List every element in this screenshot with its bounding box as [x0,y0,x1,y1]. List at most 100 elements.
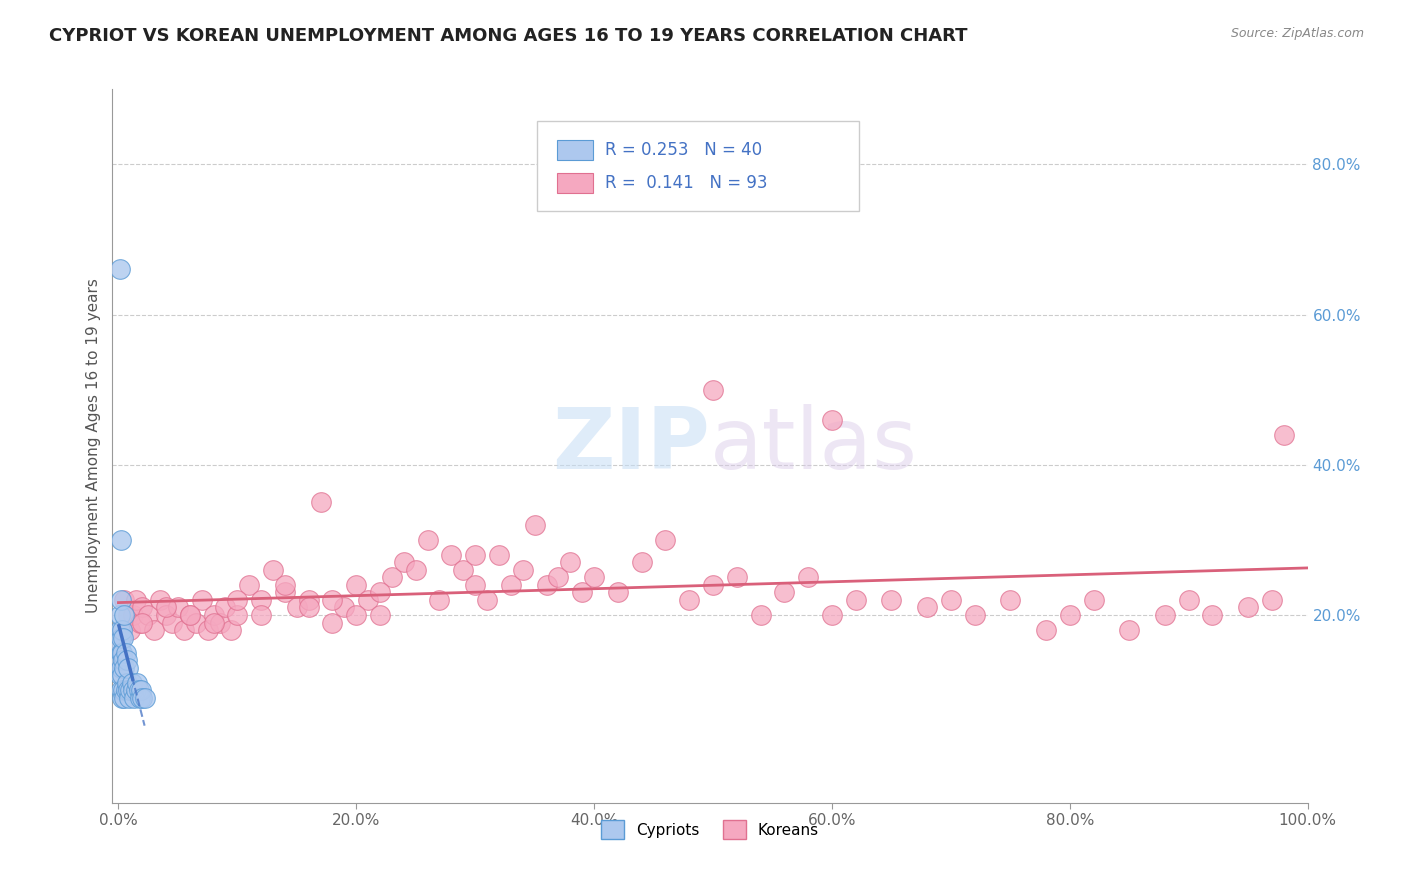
Point [1237,600,1260,615]
Point [221,623,243,637]
Point [110,646,132,660]
Point [108,638,131,652]
Text: ZIP: ZIP [553,404,710,488]
Point [214,600,236,615]
Point [208,615,231,630]
Point [725,570,748,584]
Point [121,607,143,622]
Point [167,600,190,615]
Point [274,585,297,599]
Point [111,690,134,705]
Point [880,593,903,607]
Point [464,578,486,592]
Point [368,585,391,599]
Legend: Cypriots, Koreans: Cypriots, Koreans [595,814,825,845]
Point [179,607,201,622]
Point [499,578,522,592]
Point [416,533,439,547]
Point [149,593,172,607]
Point [112,690,135,705]
Point [1000,593,1022,607]
Point [155,600,177,615]
Point [523,517,546,532]
Point [583,570,606,584]
Point [262,563,284,577]
Point [749,607,772,622]
Point [129,683,152,698]
Point [112,631,135,645]
Point [344,578,367,592]
Text: CYPRIOT VS KOREAN UNEMPLOYMENT AMONG AGES 16 TO 19 YEARS CORRELATION CHART: CYPRIOT VS KOREAN UNEMPLOYMENT AMONG AGE… [49,27,967,45]
Point [179,607,201,622]
Point [202,615,225,630]
Point [464,548,486,562]
Point [797,570,820,584]
Point [184,615,207,630]
Point [131,690,153,705]
Point [114,646,136,660]
Point [115,675,138,690]
Point [108,623,131,637]
Point [606,585,628,599]
Point [118,690,141,705]
Point [821,607,844,622]
Point [939,593,962,607]
Point [333,600,356,615]
Point [845,593,868,607]
Point [120,683,142,698]
Point [111,623,134,637]
Point [560,556,582,570]
Point [357,593,380,607]
Point [1083,593,1105,607]
Point [429,593,451,607]
Point [226,593,249,607]
Text: R =  0.141   N = 93: R = 0.141 N = 93 [605,175,768,193]
Point [547,570,569,584]
Point [1272,427,1295,442]
Point [202,607,225,622]
Point [114,683,136,698]
Point [128,683,150,698]
Point [128,615,150,630]
Point [571,585,593,599]
Point [117,683,139,698]
Point [108,607,131,622]
Point [368,607,391,622]
Point [117,607,139,622]
Point [963,607,986,622]
Point [110,533,132,547]
Point [475,593,498,607]
Point [773,585,796,599]
Point [915,600,938,615]
Point [112,593,135,607]
Point [112,683,135,698]
Point [155,607,177,622]
Point [110,631,132,645]
Point [654,533,676,547]
Point [128,690,150,705]
Point [381,570,404,584]
Point [1059,607,1081,622]
Point [488,548,510,562]
Text: Source: ZipAtlas.com: Source: ZipAtlas.com [1230,27,1364,40]
Point [190,593,212,607]
Point [111,668,134,682]
Point [125,593,148,607]
Point [440,548,463,562]
FancyBboxPatch shape [557,173,593,194]
FancyBboxPatch shape [537,121,859,211]
Point [108,262,131,277]
Point [309,495,332,509]
Point [115,653,138,667]
Point [1035,623,1057,637]
Point [173,623,195,637]
Point [110,593,132,607]
Text: atlas: atlas [710,404,918,488]
Point [120,623,142,637]
FancyBboxPatch shape [557,140,593,160]
Point [112,660,135,674]
Point [1154,607,1177,622]
Point [110,660,132,674]
Point [702,578,724,592]
Point [131,600,153,615]
